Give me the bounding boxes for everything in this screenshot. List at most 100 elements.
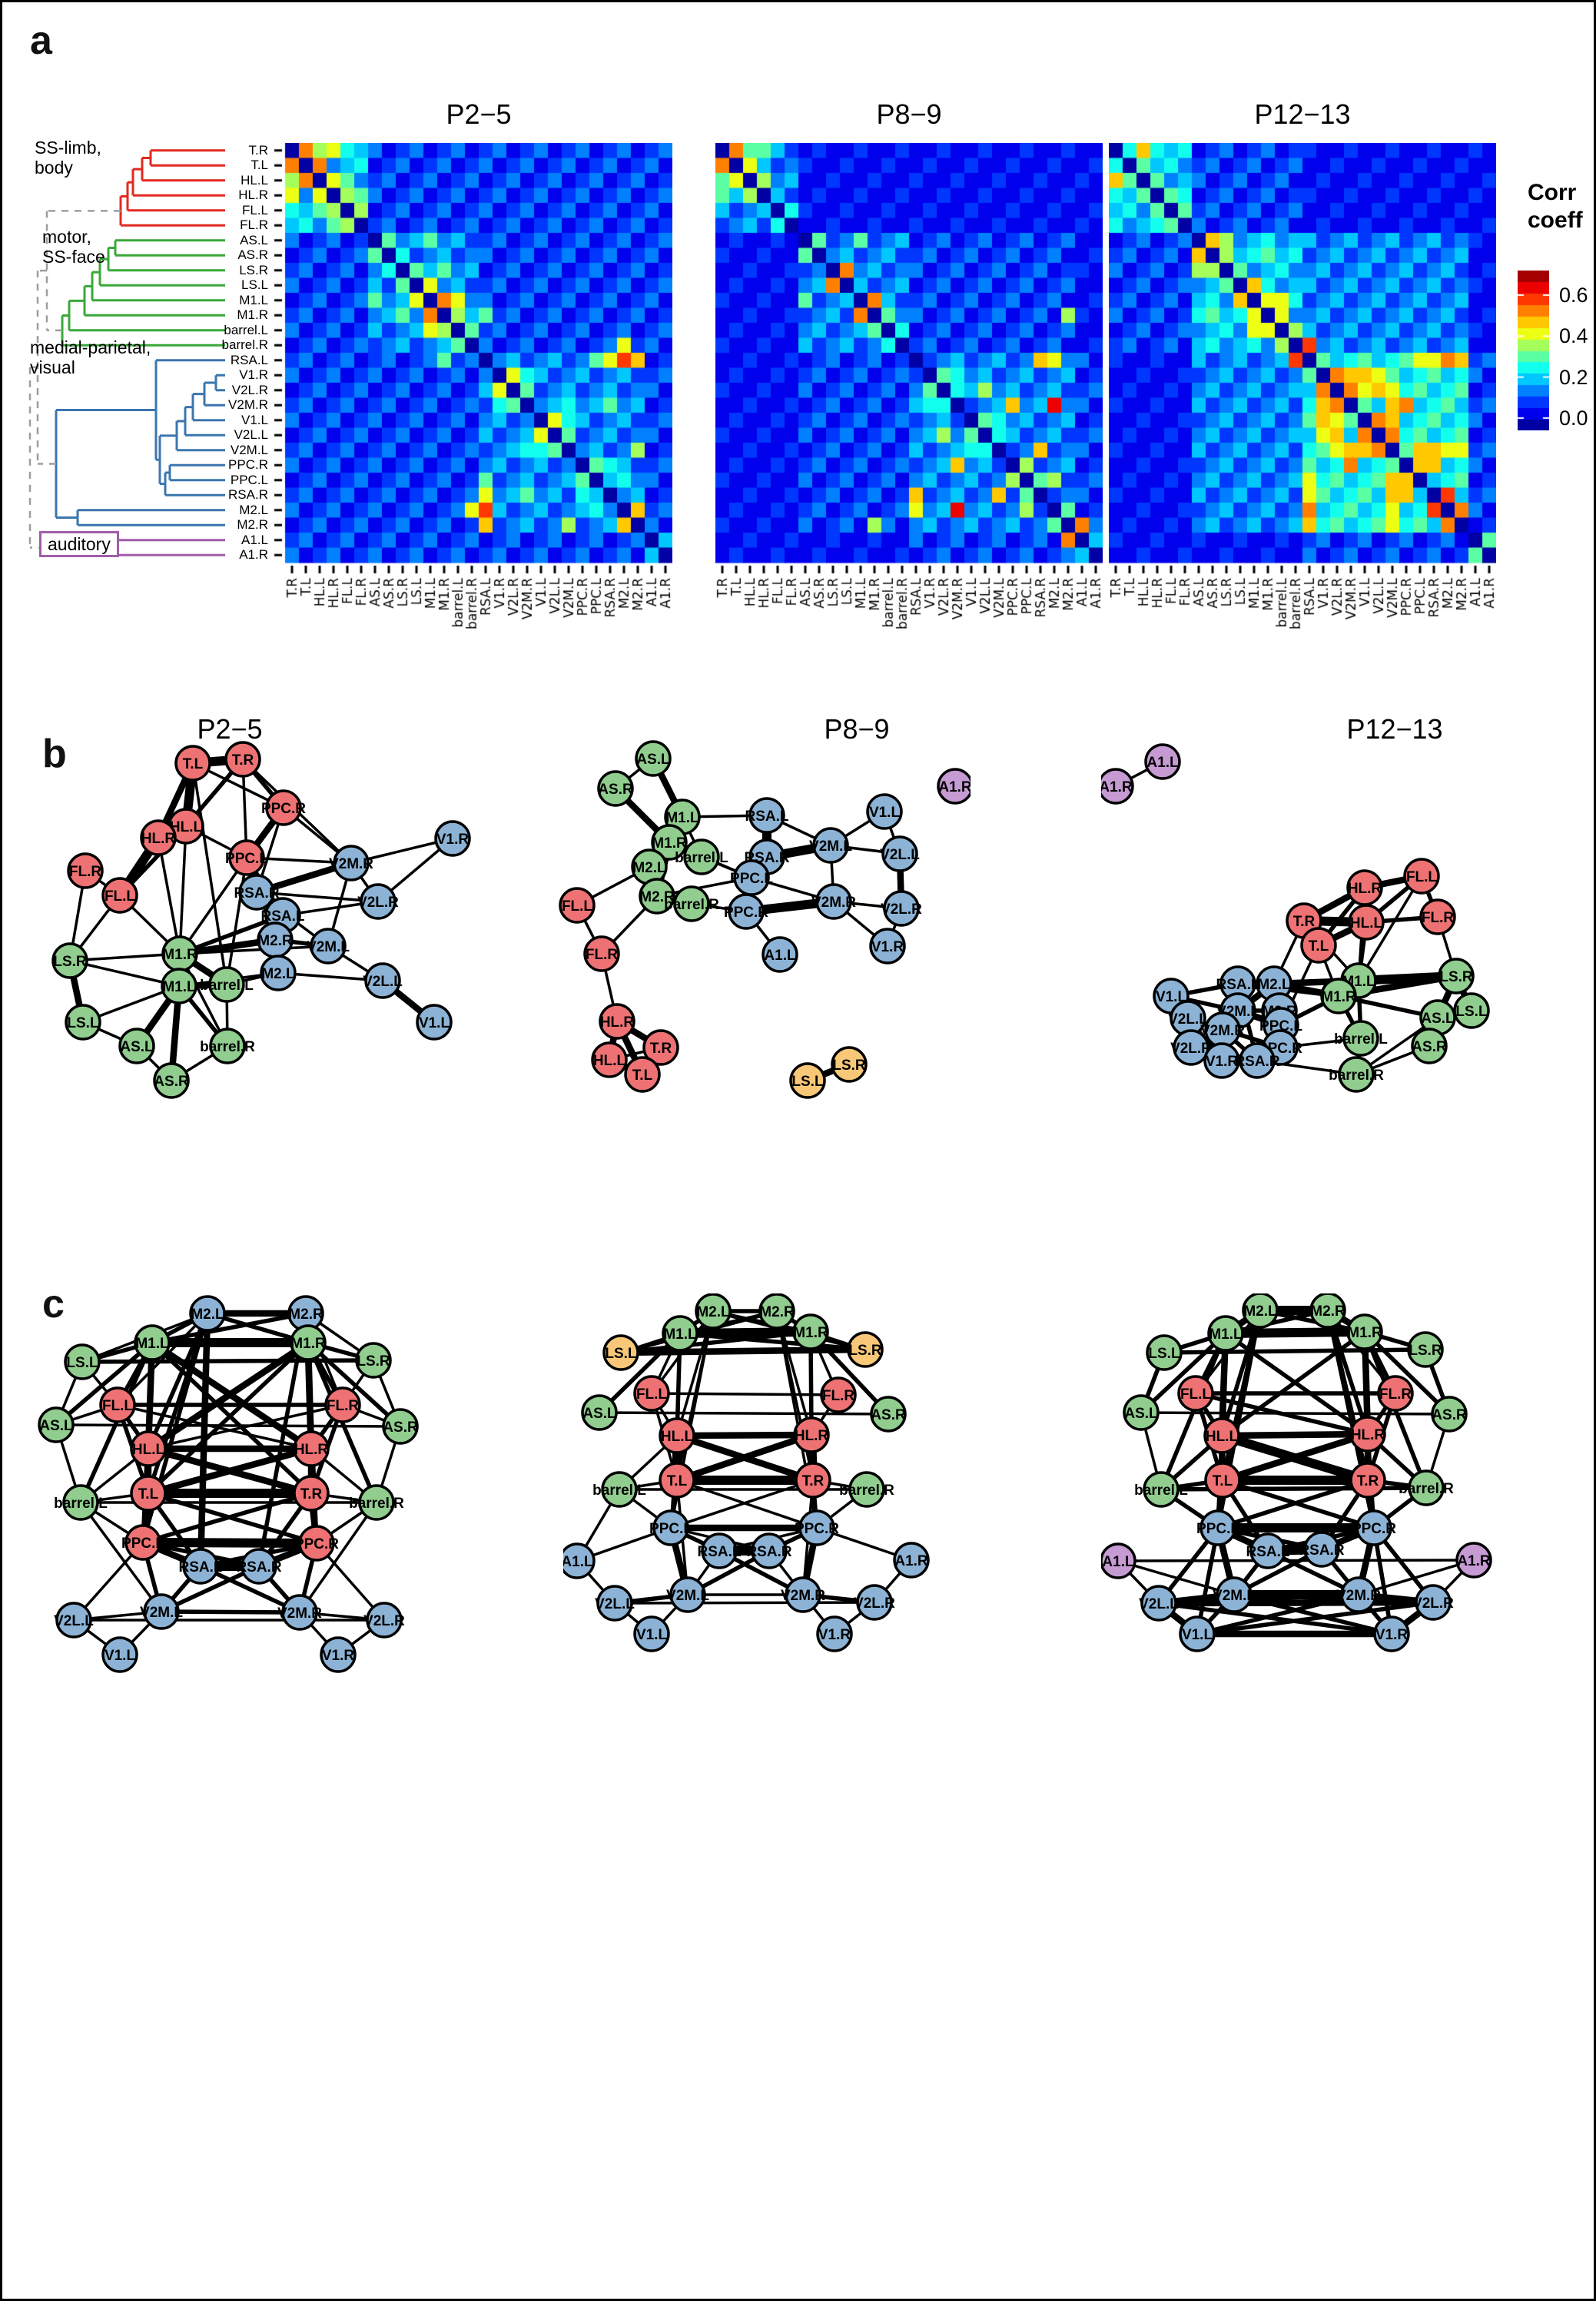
svg-text:V2L.L: V2L.L xyxy=(363,974,403,990)
network-node-FL.L: FL.L xyxy=(633,1375,670,1412)
network-node-LS.R: LS.R xyxy=(847,1331,884,1368)
svg-text:RSA.R: RSA.R xyxy=(236,1559,281,1576)
network-node-FL.R: FL.R xyxy=(1377,1375,1414,1412)
svg-text:V2M.R: V2M.R xyxy=(811,895,856,911)
network-node-V2M.R: V2M.R xyxy=(277,1594,322,1631)
row-label-V1.L: V1.L xyxy=(241,412,268,427)
network-node-T.L: T.L xyxy=(1300,927,1337,964)
row-label-V2M.R: V2M.R xyxy=(228,397,268,413)
row-label-M2.L: M2.L xyxy=(239,502,268,517)
svg-text:AS.L: AS.L xyxy=(1421,1011,1455,1027)
svg-text:V1.L: V1.L xyxy=(419,1015,450,1031)
svg-text:barrel.L: barrel.L xyxy=(54,1496,108,1512)
network-node-V2L.R: V2L.R xyxy=(357,883,399,920)
svg-text:PPC.L: PPC.L xyxy=(1196,1521,1239,1537)
cluster-label-motor--ss-face: motor, SS-face xyxy=(42,227,105,267)
svg-text:PPC.R: PPC.R xyxy=(294,1536,339,1552)
network-node-AS.R: AS.R xyxy=(153,1062,190,1099)
network-node-AS.L: AS.L xyxy=(635,740,672,777)
svg-text:barrel.L: barrel.L xyxy=(675,850,728,866)
svg-text:RSA.R: RSA.R xyxy=(1299,1542,1344,1559)
network-node-FL.R: FL.R xyxy=(583,935,620,972)
network-node-V2L.L: V2L.L xyxy=(880,835,920,872)
svg-text:V2M.L: V2M.L xyxy=(666,1588,709,1604)
svg-text:AS.L: AS.L xyxy=(636,752,670,768)
network-node-barrel.R: barrel.R xyxy=(349,1484,404,1521)
row-label-HL.L: HL.L xyxy=(241,172,268,188)
svg-text:V1.L: V1.L xyxy=(1156,989,1187,1005)
network-node-V1.L: V1.L xyxy=(1179,1615,1216,1652)
svg-text:HL.R: HL.R xyxy=(294,1442,329,1458)
svg-text:barrel.R: barrel.R xyxy=(664,897,719,913)
row-label-PPC.L: PPC.L xyxy=(230,472,268,487)
network-node-AS.R: AS.R xyxy=(597,770,634,807)
svg-text:M2.L: M2.L xyxy=(1257,977,1291,993)
svg-text:V1.R: V1.R xyxy=(436,832,470,848)
network-b-p12-13: A1.LA1.RFL.LHL.RT.R HL.L FL.RT.LLS.RRSA.LM… xyxy=(1101,743,1490,1093)
network-node-barrel.L: barrel.L xyxy=(592,1471,646,1508)
svg-text:M2.L: M2.L xyxy=(696,1304,730,1320)
svg-text:FL.R: FL.R xyxy=(822,1388,854,1404)
svg-text:V2M.R: V2M.R xyxy=(277,1605,322,1622)
network-node-M1.R: M1.R xyxy=(1320,978,1357,1014)
svg-text:HL.L: HL.L xyxy=(661,1429,694,1445)
svg-text:HL.L: HL.L xyxy=(1350,915,1383,931)
network-b-title-p12-13: P12−13 xyxy=(1346,713,1443,745)
network-node-A1.L: A1.L xyxy=(1101,1542,1136,1579)
network-node-T.R: T.R xyxy=(1349,1462,1386,1499)
network-node-LS.L: LS.L xyxy=(65,1004,101,1041)
svg-text:HL.L: HL.L xyxy=(1206,1429,1239,1445)
network-node-LS.L: LS.L xyxy=(789,1062,826,1099)
network-b-title-p2-5: P2−5 xyxy=(197,713,263,745)
svg-text:HL.L: HL.L xyxy=(170,819,203,835)
network-node-T.R: T.R xyxy=(795,1462,831,1499)
row-label-FL.R: FL.R xyxy=(240,217,268,233)
network-node-M1.L: M1.L xyxy=(1207,1315,1244,1352)
network-node-RSA.R: RSA.R xyxy=(746,1532,792,1569)
svg-text:A1.L: A1.L xyxy=(563,1554,593,1570)
network-node-V2M.R: V2M.R xyxy=(1336,1576,1381,1613)
svg-text:PPC.L: PPC.L xyxy=(1259,1018,1302,1034)
network-node-M2.R: M2.R xyxy=(257,921,294,958)
svg-text:LS.R: LS.R xyxy=(1409,1343,1442,1359)
network-node-RSA.R: RSA.R xyxy=(1299,1531,1345,1568)
svg-text:M2.R: M2.R xyxy=(257,933,293,949)
network-node-V2L.L: V2L.L xyxy=(363,962,403,999)
svg-text:barrel.R: barrel.R xyxy=(349,1496,404,1512)
network-node-V2M.R: V2M.R xyxy=(1200,1011,1245,1048)
svg-text:PPC.R: PPC.R xyxy=(261,801,306,817)
svg-text:V2M.R: V2M.R xyxy=(1336,1588,1381,1604)
network-node-LS.R: LS.R xyxy=(51,942,88,979)
row-label-AS.R: AS.R xyxy=(237,247,268,263)
colorbar-title: Corr coeff xyxy=(1528,180,1583,233)
svg-text:LS.L: LS.L xyxy=(605,1346,637,1362)
svg-text:V1.L: V1.L xyxy=(869,805,901,821)
network-node-T.L: T.L xyxy=(624,1056,661,1093)
network-node-RSA.L: RSA.L xyxy=(698,1532,742,1569)
svg-text:PPC.R: PPC.R xyxy=(1352,1521,1396,1537)
row-label-A1.L: A1.L xyxy=(241,532,268,547)
row-label-LS.L: LS.L xyxy=(241,277,268,293)
svg-text:A1.L: A1.L xyxy=(1146,755,1179,771)
svg-text:M2.L: M2.L xyxy=(1243,1303,1277,1320)
network-node-V1.R: V1.R xyxy=(1373,1615,1410,1652)
network-node-V2M.R: V2M.R xyxy=(781,1576,825,1613)
network-node-HL.R: HL.R xyxy=(293,1430,330,1467)
network-node-RSA.L: RSA.L xyxy=(745,797,789,834)
svg-text:barrel.R: barrel.R xyxy=(1399,1481,1454,1497)
svg-text:T.L: T.L xyxy=(138,1486,159,1502)
network-node-V2M.L: V2M.L xyxy=(140,1593,183,1630)
network-node-AS.L: AS.L xyxy=(38,1406,75,1443)
network-c-p2-5: M2.L M2.R M1.L M1.R LS.L LS.R FL.L FL.R AS.L AS.R… xyxy=(38,1295,419,1673)
heatmap-p2-5 xyxy=(273,143,672,662)
network-node-barrel.L: barrel.L xyxy=(1134,1471,1188,1508)
network-node-PPC.R: PPC.R xyxy=(795,1509,839,1546)
cluster-label-medial-parietal--visual: medial-parietal, visual xyxy=(30,337,151,378)
network-node-A1.L: A1.L xyxy=(762,936,798,973)
svg-text:HL.R: HL.R xyxy=(141,831,176,847)
svg-text:M1.R: M1.R xyxy=(793,1325,828,1341)
network-node-V2L.L: V2L.L xyxy=(595,1585,635,1622)
svg-text:V1.R: V1.R xyxy=(1206,1054,1239,1070)
svg-text:LS.L: LS.L xyxy=(1148,1346,1180,1362)
svg-text:M2.L: M2.L xyxy=(191,1307,224,1323)
